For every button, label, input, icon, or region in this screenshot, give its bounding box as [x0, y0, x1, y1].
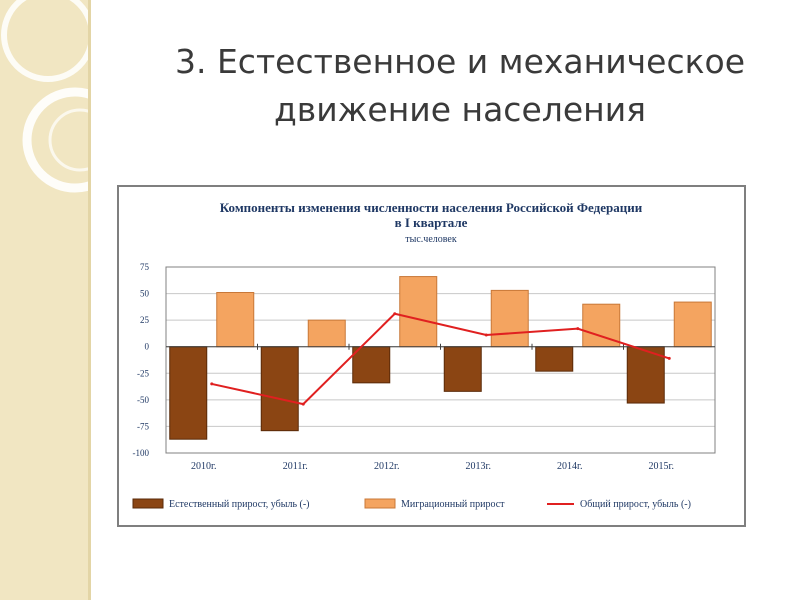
total-growth-point [484, 333, 488, 337]
x-axis-ticks: 2010г. 2011г. 2012г. 2013г. 2014г. 2015г. [191, 461, 674, 472]
total-line-series [210, 312, 671, 406]
total-growth-point [210, 382, 214, 386]
slide-title-line2: движение населения [273, 90, 647, 129]
legend: Естественный прирост, убыль (-) Миграцион… [132, 498, 691, 510]
legend-swatch-natural [132, 498, 164, 509]
chart-subtitle: тыс.человек [405, 234, 457, 245]
slide-title: 3. Естественное и механическое движение … [140, 38, 780, 134]
y-tick-label: -50 [137, 395, 149, 405]
slide-title-line1: 3. Естественное и механическое [174, 42, 746, 81]
x-axis-tick-marks [257, 343, 624, 350]
x-tick-label: 2010г. [191, 461, 216, 472]
total-growth-point [393, 312, 397, 316]
x-tick-label: 2014г. [557, 461, 582, 472]
y-tick-label: -25 [137, 368, 149, 378]
decorative-circles-icon [1, 0, 88, 193]
migration-growth-bar [673, 301, 712, 348]
legend-swatch-migration [364, 498, 396, 509]
y-tick-label: 0 [145, 342, 150, 352]
migration-growth-bar [307, 319, 346, 348]
chart-title-line2: в I квартале [395, 215, 468, 230]
total-growth-point [301, 402, 305, 406]
chart-title-line1: Компоненты изменения численности населен… [220, 200, 643, 215]
decorative-side-strip [0, 0, 91, 600]
x-tick-label: 2013г. [466, 461, 491, 472]
x-tick-label: 2011г. [283, 461, 308, 472]
legend-label-migration: Миграционный прирост [401, 499, 505, 510]
natural-growth-bar [535, 346, 574, 372]
population-chart: Компоненты изменения численности населен… [132, 200, 716, 510]
total-growth-point [576, 327, 580, 331]
legend-label-natural: Естественный прирост, убыль (-) [169, 499, 310, 510]
y-tick-label: -100 [133, 448, 150, 458]
natural-growth-bar [443, 346, 482, 392]
y-axis-ticks: 75 50 25 0 -25 -50 -75 -100 [133, 262, 150, 458]
natural-growth-bar [260, 346, 299, 432]
migration-growth-bar [490, 289, 529, 348]
legend-label-total: Общий прирост, убыль (-) [580, 499, 691, 510]
y-tick-label: 50 [140, 289, 150, 299]
total-growth-line [211, 312, 670, 406]
y-tick-label: 75 [140, 262, 150, 272]
x-tick-label: 2012г. [374, 461, 399, 472]
y-tick-label: 25 [140, 315, 150, 325]
natural-growth-bar [352, 346, 391, 384]
migration-growth-bar [216, 292, 255, 348]
total-growth-point [667, 356, 671, 360]
natural-growth-bar [169, 346, 208, 440]
migration-growth-bar [399, 276, 438, 348]
y-tick-label: -75 [137, 421, 149, 431]
chart-frame: Компоненты изменения численности населен… [117, 185, 746, 527]
x-tick-label: 2015г. [649, 461, 674, 472]
plot-area [165, 266, 716, 454]
bars [169, 276, 712, 440]
